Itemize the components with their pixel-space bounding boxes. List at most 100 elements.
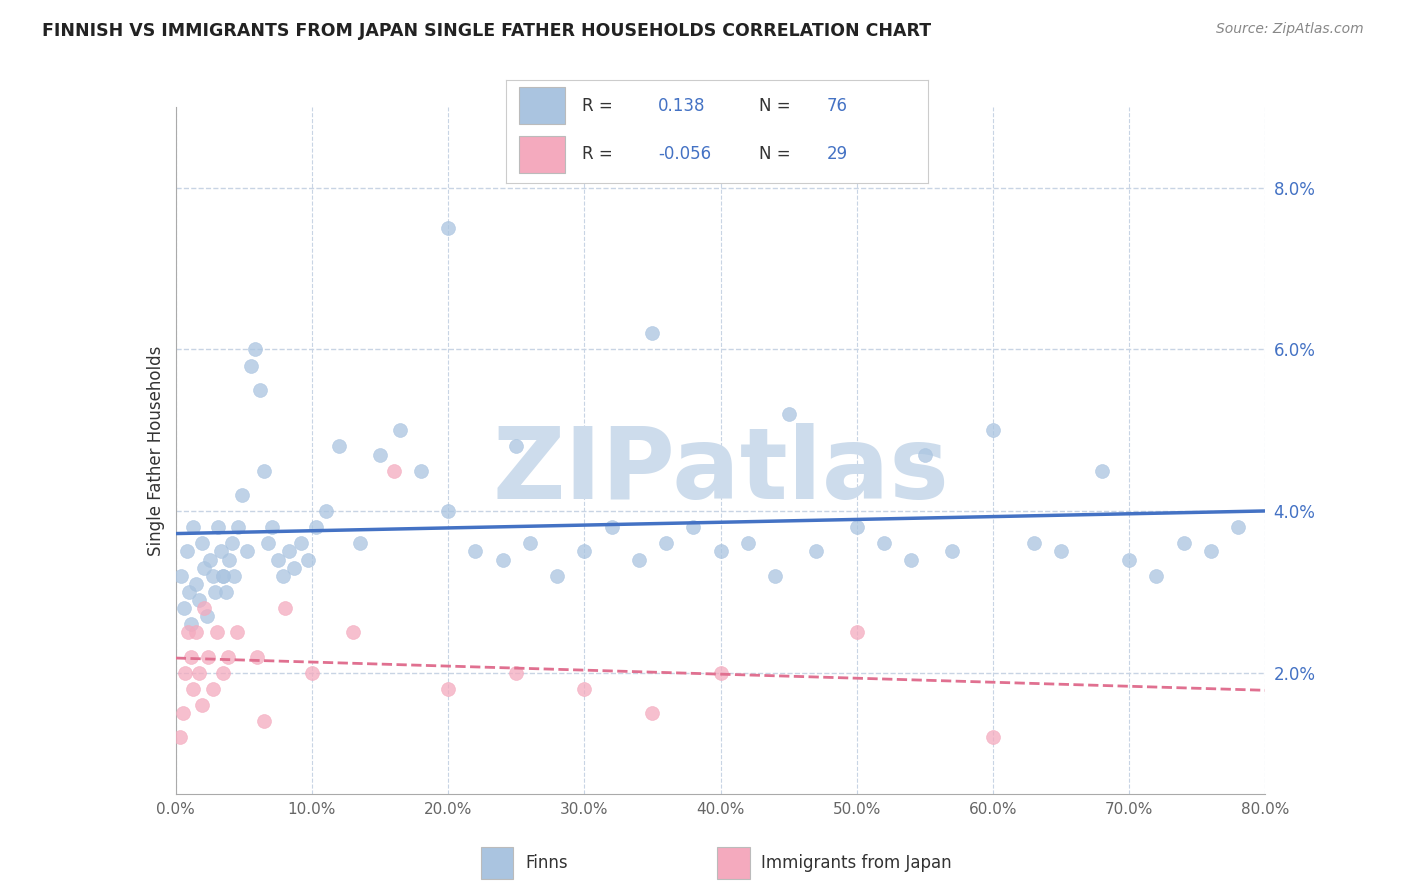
Text: R =: R = bbox=[582, 145, 613, 163]
Point bbox=[201, 568, 224, 582]
Point bbox=[274, 601, 297, 615]
Point bbox=[209, 544, 232, 558]
Text: Source: ZipAtlas.com: Source: ZipAtlas.com bbox=[1216, 22, 1364, 37]
Point bbox=[176, 544, 198, 558]
Point bbox=[600, 520, 623, 534]
Point bbox=[204, 585, 226, 599]
Point bbox=[546, 568, 568, 582]
Point bbox=[207, 520, 229, 534]
Text: 29: 29 bbox=[827, 145, 848, 163]
Point bbox=[180, 617, 202, 632]
Point bbox=[574, 544, 596, 558]
Point bbox=[437, 681, 460, 696]
Point bbox=[655, 536, 678, 550]
Point bbox=[505, 439, 527, 453]
Point bbox=[492, 552, 515, 566]
Point bbox=[981, 731, 1004, 745]
Point bbox=[437, 504, 460, 518]
Text: 76: 76 bbox=[827, 97, 848, 115]
Point bbox=[914, 448, 936, 462]
Text: Immigrants from Japan: Immigrants from Japan bbox=[762, 854, 952, 872]
Point bbox=[218, 552, 240, 566]
Point bbox=[217, 649, 239, 664]
Point bbox=[328, 439, 350, 453]
Point bbox=[198, 552, 221, 566]
Point bbox=[180, 649, 202, 664]
Point bbox=[173, 601, 195, 615]
Point bbox=[1146, 568, 1168, 582]
Point bbox=[228, 520, 250, 534]
Point bbox=[710, 665, 733, 680]
Point bbox=[342, 625, 364, 640]
Point bbox=[215, 585, 238, 599]
Point bbox=[763, 568, 786, 582]
Point bbox=[186, 625, 208, 640]
FancyBboxPatch shape bbox=[481, 847, 513, 880]
Text: N =: N = bbox=[759, 97, 790, 115]
Point bbox=[179, 585, 201, 599]
Point bbox=[900, 552, 922, 566]
Point bbox=[221, 536, 243, 550]
Point bbox=[249, 383, 271, 397]
Point bbox=[262, 520, 284, 534]
Point bbox=[349, 536, 371, 550]
Point bbox=[186, 576, 208, 591]
Point bbox=[235, 544, 257, 558]
Point bbox=[224, 568, 246, 582]
Point bbox=[197, 649, 219, 664]
Text: FINNISH VS IMMIGRANTS FROM JAPAN SINGLE FATHER HOUSEHOLDS CORRELATION CHART: FINNISH VS IMMIGRANTS FROM JAPAN SINGLE … bbox=[42, 22, 931, 40]
Point bbox=[277, 544, 299, 558]
Point bbox=[1050, 544, 1073, 558]
Point bbox=[710, 544, 733, 558]
Point bbox=[519, 536, 541, 550]
Point bbox=[981, 423, 1004, 437]
Point bbox=[195, 609, 218, 624]
Point bbox=[627, 552, 650, 566]
Y-axis label: Single Father Households: Single Father Households bbox=[146, 345, 165, 556]
Point bbox=[239, 359, 262, 373]
Point bbox=[177, 625, 200, 640]
Point bbox=[873, 536, 896, 550]
Point bbox=[1118, 552, 1140, 566]
Point bbox=[169, 731, 191, 745]
Point bbox=[1091, 464, 1114, 478]
Point bbox=[315, 504, 337, 518]
Point bbox=[201, 681, 224, 696]
Point bbox=[243, 343, 266, 357]
Point bbox=[1022, 536, 1045, 550]
Point bbox=[290, 536, 312, 550]
FancyBboxPatch shape bbox=[717, 847, 749, 880]
Point bbox=[190, 536, 212, 550]
Point bbox=[246, 649, 269, 664]
Text: R =: R = bbox=[582, 97, 613, 115]
Point bbox=[845, 625, 868, 640]
Text: Finns: Finns bbox=[526, 854, 568, 872]
FancyBboxPatch shape bbox=[519, 87, 565, 124]
Point bbox=[257, 536, 280, 550]
Point bbox=[301, 665, 323, 680]
Point bbox=[574, 681, 596, 696]
Point bbox=[187, 665, 209, 680]
Point bbox=[641, 706, 664, 720]
Point bbox=[389, 423, 412, 437]
Point bbox=[267, 552, 290, 566]
Point bbox=[941, 544, 963, 558]
Point bbox=[737, 536, 759, 550]
Point bbox=[437, 221, 460, 235]
Point bbox=[682, 520, 704, 534]
Point bbox=[1199, 544, 1222, 558]
Text: N =: N = bbox=[759, 145, 790, 163]
Point bbox=[505, 665, 527, 680]
Text: -0.056: -0.056 bbox=[658, 145, 711, 163]
Point bbox=[170, 568, 193, 582]
Point bbox=[382, 464, 405, 478]
Point bbox=[226, 625, 249, 640]
Point bbox=[190, 698, 212, 712]
Point bbox=[172, 706, 194, 720]
Point bbox=[778, 407, 800, 421]
Point bbox=[212, 568, 235, 582]
Text: ZIPatlas: ZIPatlas bbox=[492, 423, 949, 519]
Point bbox=[193, 601, 215, 615]
Point bbox=[183, 681, 205, 696]
Point bbox=[409, 464, 432, 478]
